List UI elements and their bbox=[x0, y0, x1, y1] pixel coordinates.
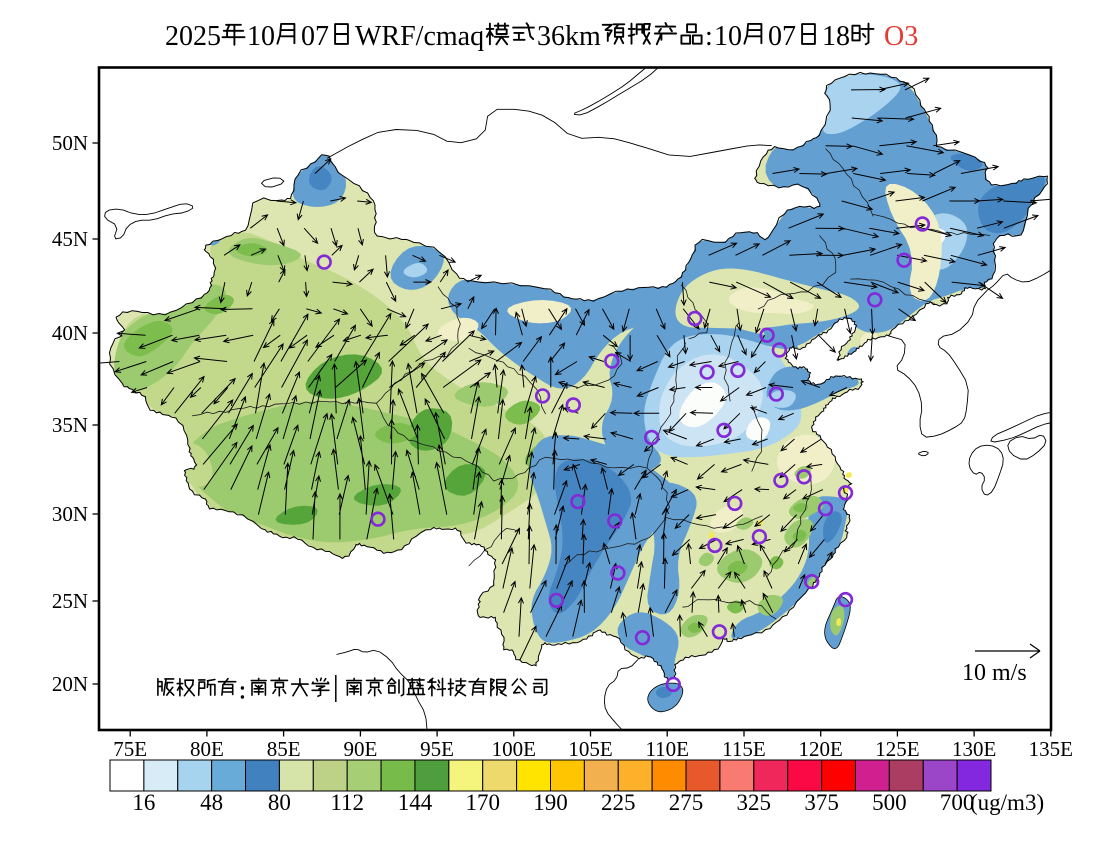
svg-text:115E: 115E bbox=[722, 737, 766, 761]
svg-text:325: 325 bbox=[737, 790, 772, 815]
svg-text:20N: 20N bbox=[52, 672, 88, 696]
svg-text:375: 375 bbox=[804, 790, 839, 815]
svg-text:130E: 130E bbox=[952, 737, 996, 761]
svg-text:100E: 100E bbox=[492, 737, 536, 761]
svg-text:75E: 75E bbox=[113, 737, 147, 761]
svg-text:WRF/cmaq: WRF/cmaq bbox=[355, 21, 484, 52]
svg-text:190: 190 bbox=[533, 790, 568, 815]
svg-text:85E: 85E bbox=[267, 737, 301, 761]
svg-text:500: 500 bbox=[872, 790, 907, 815]
svg-text:O3: O3 bbox=[884, 21, 918, 52]
svg-text:50N: 50N bbox=[52, 131, 88, 155]
svg-text:10: 10 bbox=[247, 21, 275, 52]
svg-text:125E: 125E bbox=[875, 737, 919, 761]
svg-text:07: 07 bbox=[768, 21, 796, 52]
svg-text:225: 225 bbox=[601, 790, 636, 815]
svg-text:48: 48 bbox=[200, 790, 223, 815]
svg-text:07: 07 bbox=[301, 21, 329, 52]
svg-text:135E: 135E bbox=[1029, 737, 1073, 761]
svg-text:10 m/s: 10 m/s bbox=[962, 660, 1027, 686]
svg-text:275: 275 bbox=[669, 790, 704, 815]
svg-text:18: 18 bbox=[822, 21, 850, 52]
svg-text:95E: 95E bbox=[420, 737, 454, 761]
svg-text:120E: 120E bbox=[799, 737, 843, 761]
svg-text:80E: 80E bbox=[190, 737, 224, 761]
svg-text:700: 700 bbox=[940, 790, 975, 815]
svg-text:km: km bbox=[565, 21, 601, 52]
svg-text:45N: 45N bbox=[52, 227, 88, 251]
svg-text:10: 10 bbox=[714, 21, 742, 52]
svg-text:90E: 90E bbox=[343, 737, 377, 761]
svg-text:112: 112 bbox=[330, 790, 364, 815]
svg-text:35N: 35N bbox=[52, 413, 88, 437]
svg-text:40N: 40N bbox=[52, 321, 88, 345]
svg-text:(ug/m3): (ug/m3) bbox=[970, 790, 1044, 815]
svg-text::: : bbox=[705, 21, 713, 52]
svg-text:2025: 2025 bbox=[165, 21, 221, 52]
svg-text:105E: 105E bbox=[568, 737, 612, 761]
svg-text:170: 170 bbox=[465, 790, 500, 815]
svg-text:110E: 110E bbox=[645, 737, 689, 761]
svg-text:80: 80 bbox=[268, 790, 291, 815]
svg-text:16: 16 bbox=[132, 790, 155, 815]
svg-text:36: 36 bbox=[537, 21, 565, 52]
svg-text:144: 144 bbox=[398, 790, 433, 815]
svg-text:30N: 30N bbox=[52, 502, 88, 526]
svg-text:25N: 25N bbox=[52, 589, 88, 613]
